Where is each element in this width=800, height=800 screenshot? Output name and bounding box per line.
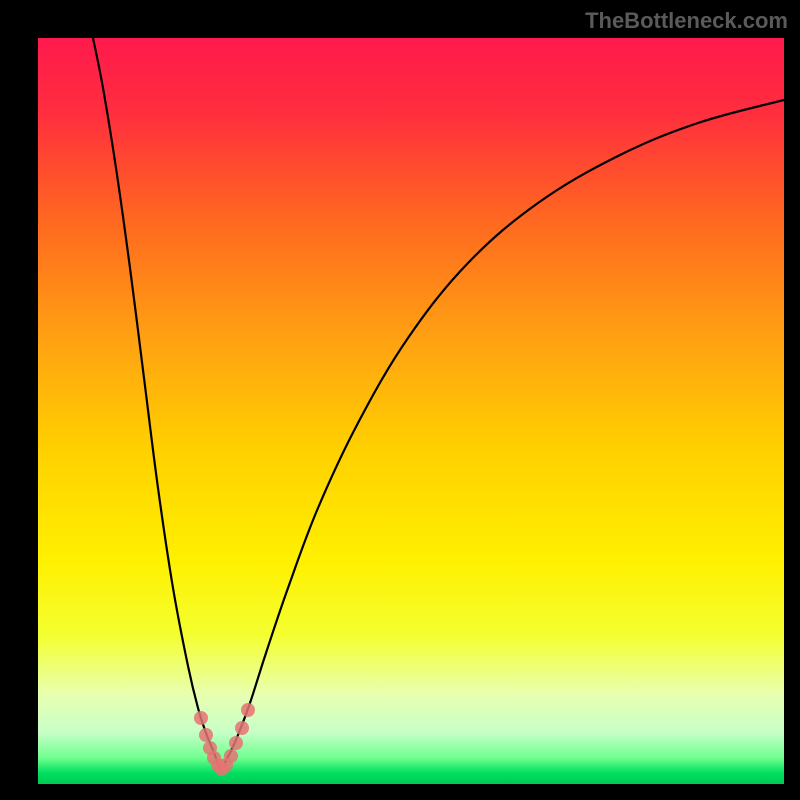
curve-left-branch [93, 38, 220, 769]
curve-marker [235, 721, 249, 735]
chart-frame: TheBottleneck.com [0, 0, 800, 800]
curve-right-branch [220, 100, 784, 769]
plot-area [38, 38, 784, 784]
curve-marker [241, 703, 255, 717]
watermark-text: TheBottleneck.com [585, 8, 788, 34]
curve-marker [229, 736, 243, 750]
curve-marker [199, 728, 213, 742]
curve-marker [194, 711, 208, 725]
curve-svg [38, 38, 784, 784]
curve-marker [224, 749, 238, 763]
